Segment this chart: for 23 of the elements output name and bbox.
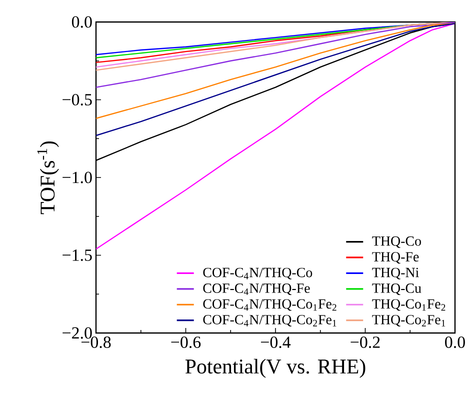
y-axis-title: TOF(s$^{-1}$) <box>37 141 59 214</box>
y-tick-label: −1.5 <box>62 250 92 261</box>
legend-label: THQ-Cu <box>372 284 422 296</box>
legend-label: COF-C$_{4}$N/THQ-Co$_{2}$Fe$_{1}$ <box>203 314 336 326</box>
y-tick-label: −2.0 <box>62 327 92 339</box>
legend-label: COF-C$_{4}$N/THQ-Co$_{1}$Fe$_{2}$ <box>203 299 336 311</box>
legend-label: THQ-Co$_{2}$Fe$_{1}$ <box>372 314 446 326</box>
x-tick-label: 0.0 <box>445 336 465 348</box>
line-series <box>96 22 455 88</box>
legend-label: COF-C$_{4}$N/THQ-Co <box>203 268 312 280</box>
x-tick-label: −0.2 <box>350 336 380 348</box>
legend-label: THQ-Co$_{1}$Fe$_{2}$ <box>372 299 446 311</box>
y-tick-label: −1.0 <box>62 172 92 184</box>
legend-label: THQ-Co <box>372 236 421 248</box>
legend-label: THQ-Ni <box>372 268 419 280</box>
legend-label: COF-C$_{4}$N/THQ-Fe <box>203 284 310 296</box>
y-tick-label: 0.0 <box>72 16 92 28</box>
x-tick-label: −0.8 <box>81 336 111 348</box>
x-tick-label: −0.4 <box>260 336 291 348</box>
legend-label: THQ-Fe <box>372 252 419 264</box>
y-tick-label: −0.5 <box>62 94 92 106</box>
x-axis-title: Potential(V vs. RHE) <box>185 358 366 378</box>
x-tick-label: −0.6 <box>171 336 201 348</box>
